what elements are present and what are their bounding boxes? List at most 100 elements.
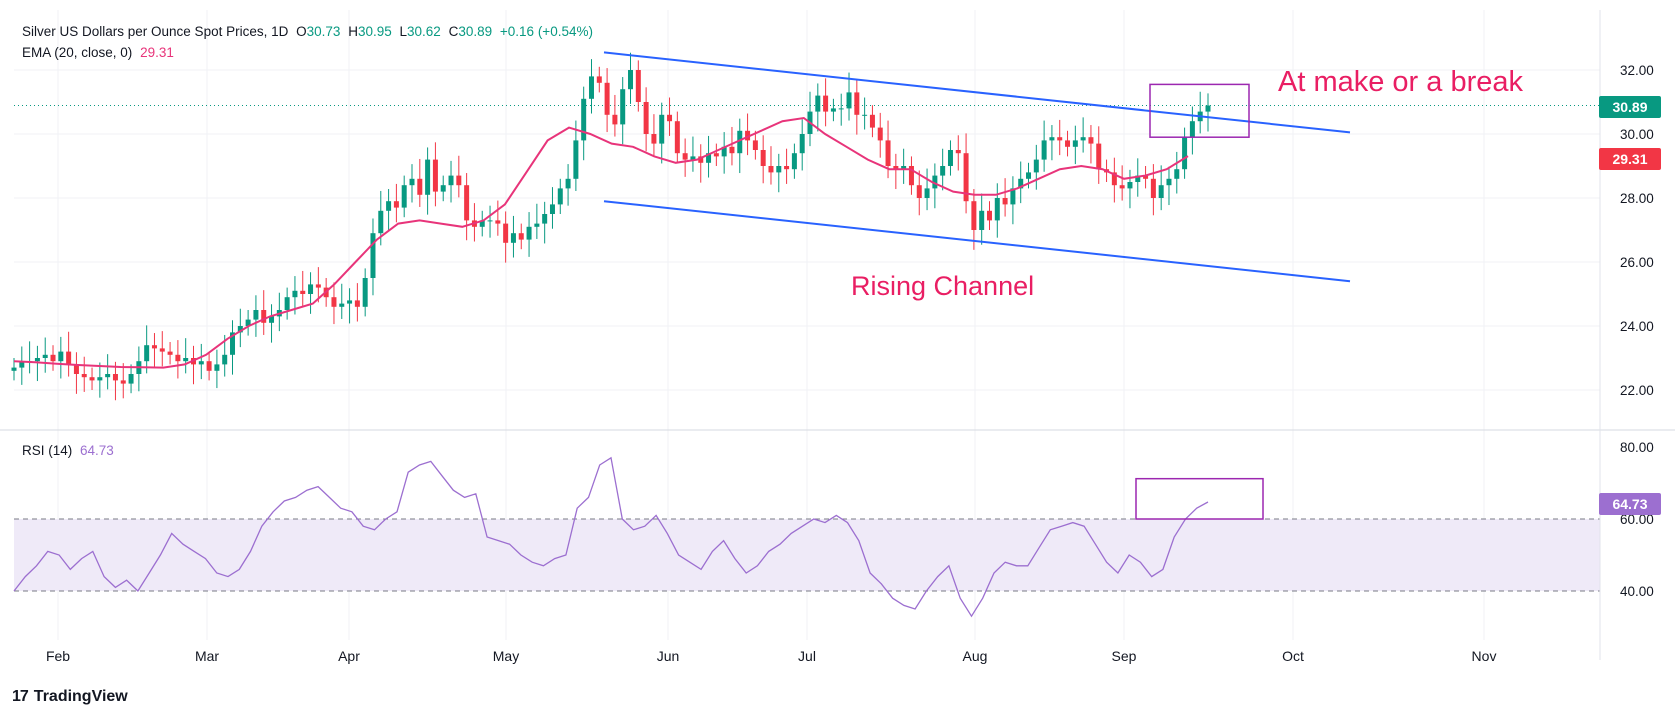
ema-label: EMA (20, close, 0) <box>22 45 133 60</box>
candle-body <box>331 297 337 307</box>
candle-body <box>97 377 103 381</box>
close-label: C <box>448 24 459 39</box>
candle-body <box>448 175 454 186</box>
candle-body <box>175 354 181 362</box>
candle-body <box>409 178 415 186</box>
rsi-value: 64.73 <box>80 443 114 458</box>
candle-body <box>971 201 977 230</box>
candle-body <box>830 108 836 112</box>
candle-body <box>768 166 774 173</box>
rsi-legend: RSI (14) 64.73 <box>22 443 118 458</box>
candle-body <box>713 153 719 157</box>
candle-body <box>222 354 228 365</box>
brand-name: TradingView <box>33 688 128 705</box>
candle-body <box>495 220 501 224</box>
candle-body <box>1119 185 1125 189</box>
chart-title: Silver US Dollars per Ounce Spot Prices,… <box>22 24 289 39</box>
candle-body <box>869 114 875 128</box>
tradingview-logo-icon: 17 <box>12 688 29 705</box>
candle-body <box>308 284 314 294</box>
candle-body <box>963 153 969 202</box>
rsi-highlight-box <box>1135 477 1264 520</box>
candle-body <box>823 95 829 112</box>
price-tick-label: 24.00 <box>1620 319 1654 334</box>
candle-body <box>893 166 899 170</box>
candle-body <box>908 166 914 186</box>
candle-body <box>487 220 493 222</box>
candle-body <box>1096 143 1102 170</box>
candle-body <box>635 70 641 102</box>
price-tick-label: 32.00 <box>1620 63 1654 78</box>
candle-body <box>542 214 548 224</box>
brand[interactable]: 17 TradingView <box>12 688 128 706</box>
rsi-label: RSI (14) <box>22 443 73 458</box>
candle-body <box>120 380 126 384</box>
candle-body <box>815 95 821 112</box>
candle-body <box>151 345 157 349</box>
candle-body <box>518 233 524 240</box>
candle-body <box>932 175 938 189</box>
candle-body <box>456 175 462 186</box>
last-price-tag: 30.89 <box>1599 96 1661 118</box>
change-value: +0.16 (+0.54%) <box>499 24 593 39</box>
candle-body <box>300 290 306 294</box>
candle-body <box>706 153 712 163</box>
candle-body <box>183 358 189 362</box>
candle-body <box>604 82 610 115</box>
candle-body <box>42 354 48 358</box>
candle-body <box>573 140 579 179</box>
candle-body <box>1182 137 1188 170</box>
candle-body <box>729 146 735 154</box>
candle-body <box>986 210 992 221</box>
candle-body <box>620 89 626 125</box>
candle-body <box>1057 137 1063 141</box>
candle-body <box>1065 140 1071 147</box>
candle-body <box>1026 172 1032 179</box>
time-tick-label: Nov <box>1472 648 1497 664</box>
time-tick-label: May <box>493 648 519 664</box>
chart-header: Silver US Dollars per Ounce Spot Prices,… <box>22 24 597 39</box>
candle-body <box>73 364 79 374</box>
time-tick-label: Feb <box>46 648 70 664</box>
candle-body <box>339 303 345 307</box>
price-tick-label: 30.00 <box>1620 127 1654 142</box>
candle-body <box>1041 140 1047 160</box>
candle-body <box>1049 137 1055 141</box>
candle-body <box>596 76 602 83</box>
candle-body <box>128 374 134 384</box>
candle-body <box>1111 172 1117 186</box>
candle-body <box>214 364 220 371</box>
candle-body <box>674 121 680 154</box>
candle-body <box>66 351 72 365</box>
candle-body <box>940 166 946 176</box>
candle-body <box>955 150 961 154</box>
breakout-annotation: At make or a break <box>1278 66 1523 98</box>
channel-upper-line <box>603 51 1351 134</box>
candle-body <box>721 146 727 157</box>
time-tick-label: Apr <box>338 648 360 664</box>
ema-legend: EMA (20, close, 0) 29.31 <box>22 45 178 60</box>
candle-body <box>1080 137 1086 141</box>
candle-body <box>432 159 438 192</box>
candle-body <box>667 114 673 122</box>
open-label: O <box>296 24 307 39</box>
candle-body <box>237 326 243 333</box>
candle-body <box>565 178 571 189</box>
candle-body <box>1088 137 1094 144</box>
candle-body <box>230 332 236 355</box>
rsi-tick-label: 40.00 <box>1620 584 1654 599</box>
candle-body <box>659 114 665 144</box>
ema-value: 29.31 <box>140 45 174 60</box>
rsi-series <box>13 456 1209 618</box>
candle-body <box>784 166 790 170</box>
candle-body <box>947 150 953 166</box>
time-tick-label: Jul <box>798 648 816 664</box>
candle-body <box>269 316 275 323</box>
candle-body <box>549 204 555 214</box>
candle-body <box>838 108 844 110</box>
candle-body <box>994 198 1000 221</box>
candle-body <box>651 134 657 144</box>
ema-line <box>13 116 1189 369</box>
time-tick-label: Aug <box>963 648 988 664</box>
